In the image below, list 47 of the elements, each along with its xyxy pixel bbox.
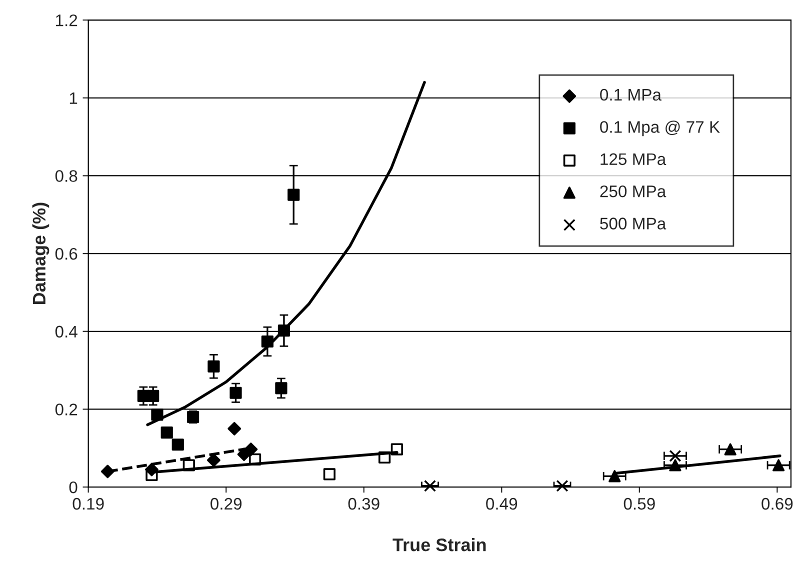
y-axis-title: Damage (%) <box>32 202 50 304</box>
point <box>669 450 682 462</box>
point <box>772 459 785 472</box>
legend-label: 125 MPa <box>600 153 666 166</box>
y-tick-label: 0.4 <box>55 326 78 338</box>
point <box>172 438 184 451</box>
point <box>424 480 436 492</box>
y-tick-label: 0.6 <box>55 248 78 260</box>
point <box>206 453 220 467</box>
point <box>669 459 682 472</box>
point <box>230 386 242 399</box>
point <box>208 360 220 372</box>
point <box>608 470 621 482</box>
x-tick-label: 0.39 <box>348 498 380 510</box>
point <box>228 422 242 436</box>
point <box>160 426 173 439</box>
y-tick-label: 0.8 <box>55 170 78 182</box>
point <box>146 468 158 482</box>
legend-label: 0.1 MPa <box>600 88 662 101</box>
y-tick-label: 0.2 <box>55 404 78 416</box>
x-tick-label: 0.49 <box>486 498 518 510</box>
y-tick-label: 1.2 <box>56 14 78 26</box>
point <box>248 453 262 466</box>
point <box>275 382 288 394</box>
x-axis-title: True Strain <box>392 538 486 552</box>
point <box>323 468 336 480</box>
x-tick-label: 0.69 <box>762 498 793 510</box>
point <box>147 390 160 402</box>
legend-label: 0.1 Mpa @ 77 K <box>600 120 720 136</box>
point <box>261 335 274 348</box>
point <box>288 188 300 201</box>
point <box>151 408 164 421</box>
point <box>278 324 290 337</box>
y-tick-label: 1 <box>70 92 78 104</box>
point <box>182 459 195 472</box>
point <box>100 464 114 478</box>
point <box>724 443 736 456</box>
legend-label: 250 MPa <box>600 185 666 198</box>
y-tick-label: 0 <box>69 481 78 494</box>
point <box>390 443 403 456</box>
point <box>378 451 391 464</box>
x-tick-label: 0.19 <box>72 498 104 510</box>
legend-label: 500 MPa <box>600 218 666 230</box>
point <box>556 480 568 492</box>
point <box>244 442 258 456</box>
x-tick-label: 0.59 <box>624 498 655 510</box>
x-tick-label: 0.29 <box>210 498 242 510</box>
